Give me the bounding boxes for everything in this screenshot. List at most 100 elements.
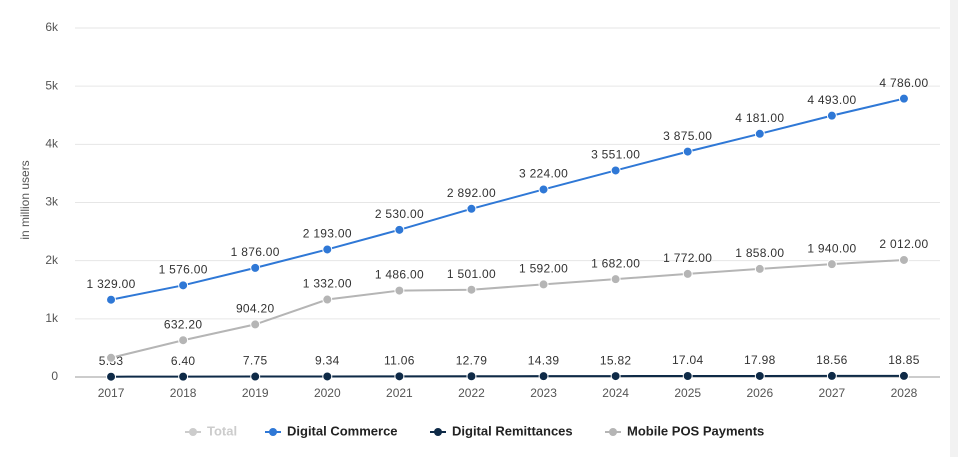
y-tick-label: 2k — [45, 253, 59, 267]
data-label: 15.82 — [600, 353, 632, 367]
x-tick-label: 2026 — [746, 386, 773, 400]
y-tick-label: 0 — [51, 369, 58, 383]
x-tick-label: 2020 — [314, 386, 341, 400]
data-point — [898, 254, 909, 265]
data-point — [466, 203, 477, 214]
data-label: 1 576.00 — [159, 263, 208, 277]
data-label: 2 892.00 — [447, 186, 496, 200]
data-label: 3 875.00 — [663, 129, 712, 143]
y-tick-label: 4k — [45, 137, 59, 151]
series-line — [110, 97, 905, 301]
data-point — [466, 371, 477, 382]
data-point — [322, 371, 333, 382]
data-label: 6.40 — [171, 354, 196, 368]
data-point — [106, 294, 117, 305]
data-point — [106, 371, 117, 382]
series-line — [110, 258, 905, 359]
data-label: 7.75 — [243, 354, 268, 368]
y-tick-label: 6k — [45, 20, 59, 34]
x-tick-label: 2024 — [602, 386, 629, 400]
data-label: 2 012.00 — [879, 237, 928, 251]
data-label: 904.20 — [236, 302, 275, 316]
x-tick-label: 2025 — [674, 386, 701, 400]
y-tick-label: 1k — [45, 311, 59, 325]
data-label: 18.85 — [888, 353, 920, 367]
data-point — [178, 335, 189, 346]
data-point — [754, 263, 765, 274]
legend-marker — [434, 428, 442, 436]
data-point — [754, 128, 765, 139]
data-point — [610, 371, 621, 382]
data-point — [178, 371, 189, 382]
legend-marker — [609, 428, 617, 436]
data-label: 18.56 — [816, 353, 848, 367]
data-label: 4 493.00 — [807, 93, 856, 107]
data-label: 1 329.00 — [86, 277, 135, 291]
data-point — [106, 352, 117, 363]
x-tick-label: 2022 — [458, 386, 485, 400]
data-point — [322, 294, 333, 305]
data-point — [466, 284, 477, 295]
data-label: 4 786.00 — [879, 76, 928, 90]
data-label: 17.98 — [744, 353, 776, 367]
data-point — [682, 146, 693, 157]
data-label: 1 682.00 — [591, 256, 640, 270]
data-point — [898, 93, 909, 104]
legend-label[interactable]: Digital Commerce — [287, 423, 398, 438]
data-point — [610, 165, 621, 176]
data-label: 1 332.00 — [303, 277, 352, 291]
y-axis-label: in million users — [18, 160, 32, 239]
data-point — [538, 279, 549, 290]
x-tick-label: 2018 — [170, 386, 197, 400]
x-tick-label: 2017 — [98, 386, 125, 400]
x-tick-label: 2021 — [386, 386, 413, 400]
legend-label[interactable]: Digital Remittances — [452, 423, 573, 438]
data-point — [178, 280, 189, 291]
series-line — [111, 374, 904, 378]
data-label: 4 181.00 — [735, 111, 784, 125]
data-label: 632.20 — [164, 317, 203, 331]
data-label: 1 486.00 — [375, 268, 424, 282]
data-point — [250, 262, 261, 273]
data-label: 2 193.00 — [303, 227, 352, 241]
data-point — [394, 224, 405, 235]
data-point — [322, 244, 333, 255]
legend-label[interactable]: Total — [207, 423, 237, 438]
data-point — [250, 371, 261, 382]
data-label: 1 501.00 — [447, 267, 496, 281]
legend-marker — [269, 428, 277, 436]
data-point — [538, 371, 549, 382]
data-point — [250, 319, 261, 330]
data-label: 17.04 — [672, 353, 704, 367]
data-point — [538, 184, 549, 195]
data-label: 3 224.00 — [519, 167, 568, 181]
legend-label[interactable]: Mobile POS Payments — [627, 423, 764, 438]
data-point — [394, 371, 405, 382]
y-tick-label: 3k — [45, 195, 59, 209]
data-label: 3 551.00 — [591, 148, 640, 162]
data-point — [826, 110, 837, 121]
legend-marker — [189, 428, 197, 436]
data-point — [610, 274, 621, 285]
data-point — [754, 370, 765, 381]
data-point — [826, 259, 837, 270]
data-label: 9.34 — [315, 354, 340, 368]
data-point — [394, 285, 405, 296]
x-tick-label: 2019 — [242, 386, 269, 400]
x-tick-label: 2023 — [530, 386, 557, 400]
data-point — [898, 370, 909, 381]
scrollbar — [950, 0, 958, 457]
data-label: 1 772.00 — [663, 251, 712, 265]
data-label: 14.39 — [528, 353, 560, 367]
data-label: 1 876.00 — [231, 245, 280, 259]
data-label: 12.79 — [456, 353, 488, 367]
data-label: 1 592.00 — [519, 262, 568, 276]
data-label: 1 940.00 — [807, 241, 856, 255]
x-tick-label: 2028 — [891, 386, 918, 400]
data-label: 2 530.00 — [375, 207, 424, 221]
data-point — [682, 371, 693, 382]
data-label: 11.06 — [384, 354, 415, 368]
data-point — [682, 268, 693, 279]
